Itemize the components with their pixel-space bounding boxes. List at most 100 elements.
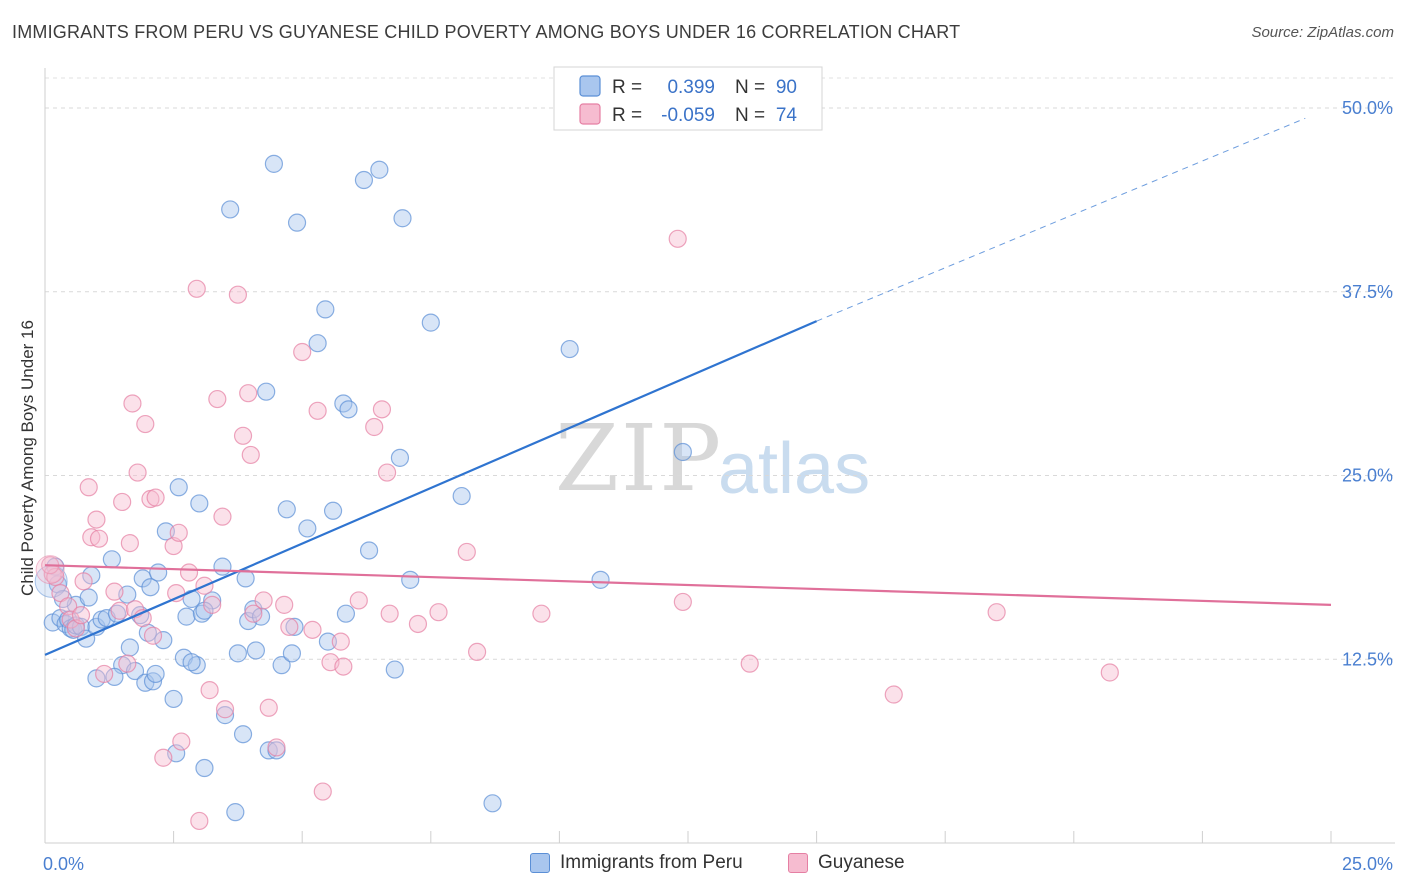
data-point: [149, 563, 168, 582]
data-point: [213, 557, 232, 576]
legend-r-label: R =: [612, 105, 642, 126]
data-point: [452, 486, 471, 506]
data-point: [334, 394, 353, 413]
watermark-atlas: atlas: [718, 429, 871, 509]
legend-box: R = 0.399 N = 90 R = -0.059 N = 74: [553, 66, 823, 131]
data-point: [354, 170, 374, 190]
data-point: [107, 604, 127, 623]
data-point: [272, 656, 291, 675]
data-point: [118, 654, 137, 673]
data-point: [154, 748, 173, 767]
bottom-legend-item-guyanese[interactable]: Guyanese: [788, 852, 905, 874]
data-point: [385, 660, 404, 679]
data-point: [113, 492, 132, 512]
legend-n-label: N =: [735, 105, 765, 126]
data-point: [313, 782, 332, 801]
bottom-legend: Immigrants from Peru Guyanese: [0, 852, 1406, 878]
data-point: [195, 758, 214, 778]
data-point: [120, 534, 139, 553]
data-point: [277, 500, 296, 519]
legend-r-value: 0.399: [667, 77, 715, 98]
data-point: [365, 417, 384, 437]
trend-line-guyanese: [44, 564, 1332, 606]
data-point: [87, 510, 106, 529]
data-point: [233, 426, 253, 445]
data-point: [233, 725, 253, 744]
data-point: [241, 445, 260, 465]
data-point: [467, 642, 487, 662]
trend-line-peru-extension: [816, 117, 1306, 322]
data-point: [71, 606, 91, 625]
data-point: [110, 601, 129, 620]
data-point: [259, 698, 278, 717]
legend-swatch-icon: [579, 75, 601, 97]
data-point: [275, 595, 294, 614]
data-point: [285, 617, 304, 637]
trend-lines: [44, 117, 1332, 656]
data-point: [102, 550, 121, 569]
y-tick-label: 50.0%: [1342, 98, 1393, 118]
data-point: [203, 595, 222, 614]
data-point: [177, 607, 196, 626]
data-point: [254, 591, 273, 610]
data-point: [143, 626, 163, 645]
data-point: [264, 154, 284, 173]
axes: [44, 68, 1395, 844]
peru-swatch-icon: [530, 853, 550, 873]
data-point: [673, 442, 692, 462]
data-point: [221, 200, 240, 219]
trend-line-peru: [44, 320, 818, 656]
data-point: [169, 478, 188, 497]
bottom-legend-item-peru[interactable]: Immigrants from Peru: [530, 852, 743, 874]
data-point: [393, 209, 412, 228]
y-tick-label: 25.0%: [1342, 466, 1393, 486]
data-point: [79, 588, 98, 607]
data-point: [169, 523, 188, 542]
data-point: [740, 654, 759, 673]
data-point: [331, 632, 350, 651]
y-tick-label: 37.5%: [1342, 282, 1393, 302]
data-point: [154, 631, 173, 650]
bottom-legend-label-guyanese: Guyanese: [818, 852, 905, 873]
legend-n-value: 74: [776, 105, 798, 126]
bottom-legend-label-peru: Immigrants from Peru: [560, 852, 743, 873]
data-point: [308, 334, 327, 353]
data-point: [128, 463, 147, 482]
data-point: [532, 604, 551, 623]
data-point: [187, 279, 206, 298]
data-point: [105, 667, 124, 686]
data-point: [190, 811, 209, 831]
data-point: [208, 389, 227, 409]
data-point: [359, 541, 379, 560]
data-point: [884, 685, 903, 704]
data-point: [282, 644, 302, 663]
data-point: [308, 401, 327, 420]
legend-r-label: R =: [612, 77, 642, 98]
x-tick-label-max: 25.0%: [1342, 854, 1393, 874]
data-point: [105, 582, 124, 601]
data-point: [560, 339, 579, 359]
source-label: Source: ZipAtlas.com: [1251, 24, 1394, 41]
data-point: [61, 610, 80, 629]
data-point: [349, 591, 368, 610]
chart-title: IMMIGRANTS FROM PERU VS GUYANESE CHILD P…: [12, 22, 961, 42]
data-point: [239, 384, 258, 403]
data-point: [164, 689, 183, 709]
data-point: [226, 803, 245, 822]
data-point: [200, 681, 219, 700]
legend-n-label: N =: [735, 77, 765, 98]
data-point: [370, 160, 389, 179]
data-point: [673, 592, 692, 612]
data-point: [89, 529, 109, 548]
data-point: [136, 414, 155, 434]
data-point: [244, 604, 263, 623]
data-point: [339, 400, 358, 419]
data-point: [228, 285, 247, 304]
data-point: [323, 501, 343, 520]
data-point: [457, 542, 476, 562]
data-point: [591, 570, 610, 589]
data-point: [190, 494, 209, 513]
data-point: [336, 604, 356, 623]
data-point: [267, 738, 286, 757]
